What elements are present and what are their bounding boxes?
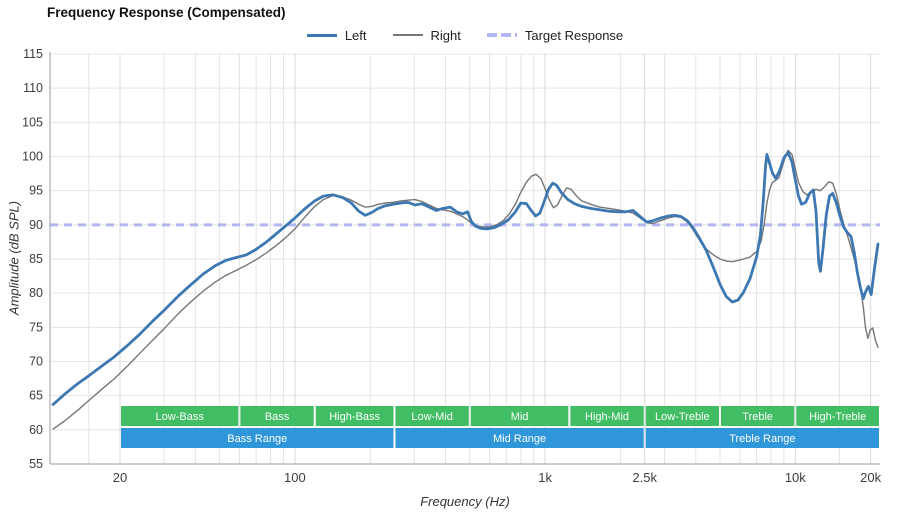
y-tick-label: 110 bbox=[23, 81, 43, 95]
band-segment bbox=[645, 406, 719, 426]
band-label: Mid Range bbox=[493, 433, 546, 445]
legend-label-left: Left bbox=[344, 27, 367, 43]
band-label: Low-Treble bbox=[655, 411, 710, 423]
curve-left bbox=[51, 150, 880, 406]
y-tick-label: 85 bbox=[29, 252, 43, 266]
band-label: Mid bbox=[511, 411, 529, 423]
x-tick-label: 2.5k bbox=[632, 470, 657, 485]
y-tick-label: 80 bbox=[29, 286, 43, 300]
target-line-swatch-icon bbox=[486, 33, 517, 37]
band-segment bbox=[240, 406, 314, 426]
band-segment bbox=[395, 406, 469, 426]
y-tick-label: 95 bbox=[29, 184, 43, 198]
band-label: Bass bbox=[265, 411, 290, 423]
band-segment bbox=[645, 428, 879, 448]
band-segment bbox=[395, 428, 644, 448]
band-segment bbox=[470, 406, 569, 426]
y-tick-label: 115 bbox=[23, 47, 43, 61]
band-label: High-Mid bbox=[585, 411, 629, 423]
x-tick-label: 20k bbox=[860, 470, 881, 485]
y-tick-label: 60 bbox=[29, 423, 43, 437]
y-tick-label: 70 bbox=[29, 355, 43, 369]
legend-label-target: Target Response bbox=[524, 27, 624, 43]
band-label: Treble Range bbox=[729, 433, 795, 445]
band-label: Treble bbox=[742, 411, 773, 423]
band-segment bbox=[796, 406, 879, 426]
left-line-swatch-icon bbox=[306, 33, 337, 37]
y-tick-label: 105 bbox=[22, 115, 43, 129]
x-tick-label: 1k bbox=[538, 470, 552, 485]
curve-right bbox=[52, 149, 879, 430]
band-label: High-Bass bbox=[329, 411, 380, 423]
band-segment bbox=[570, 406, 644, 426]
y-tick-label: 75 bbox=[29, 320, 43, 334]
band-segment bbox=[121, 428, 394, 448]
right-line-swatch-icon bbox=[392, 34, 423, 36]
y-tick-label: 90 bbox=[29, 218, 43, 232]
x-tick-label: 100 bbox=[284, 470, 306, 485]
band-label: Low-Bass bbox=[156, 411, 205, 423]
band-label: Low-Mid bbox=[411, 411, 453, 423]
x-tick-label: 10k bbox=[785, 470, 806, 485]
y-tick-label: 100 bbox=[22, 150, 43, 164]
y-tick-label: 65 bbox=[29, 389, 43, 403]
legend-label-right: Right bbox=[430, 27, 461, 43]
band-label: Bass Range bbox=[227, 433, 287, 445]
band-segment bbox=[720, 406, 795, 426]
legend-item-target: Target Response bbox=[486, 27, 624, 43]
legend: Left Right Target Response bbox=[50, 26, 880, 44]
legend-item-left: Left bbox=[306, 27, 367, 43]
y-tick-label: 55 bbox=[29, 457, 43, 471]
legend-item-right: Right bbox=[392, 27, 461, 43]
band-segment bbox=[121, 406, 239, 426]
x-tick-label: 20 bbox=[113, 470, 127, 485]
x-axis-title: Frequency (Hz) bbox=[420, 494, 510, 509]
band-label: High-Treble bbox=[809, 411, 866, 423]
band-segment bbox=[315, 406, 394, 426]
chart-title: Frequency Response (Compensated) bbox=[47, 5, 286, 20]
